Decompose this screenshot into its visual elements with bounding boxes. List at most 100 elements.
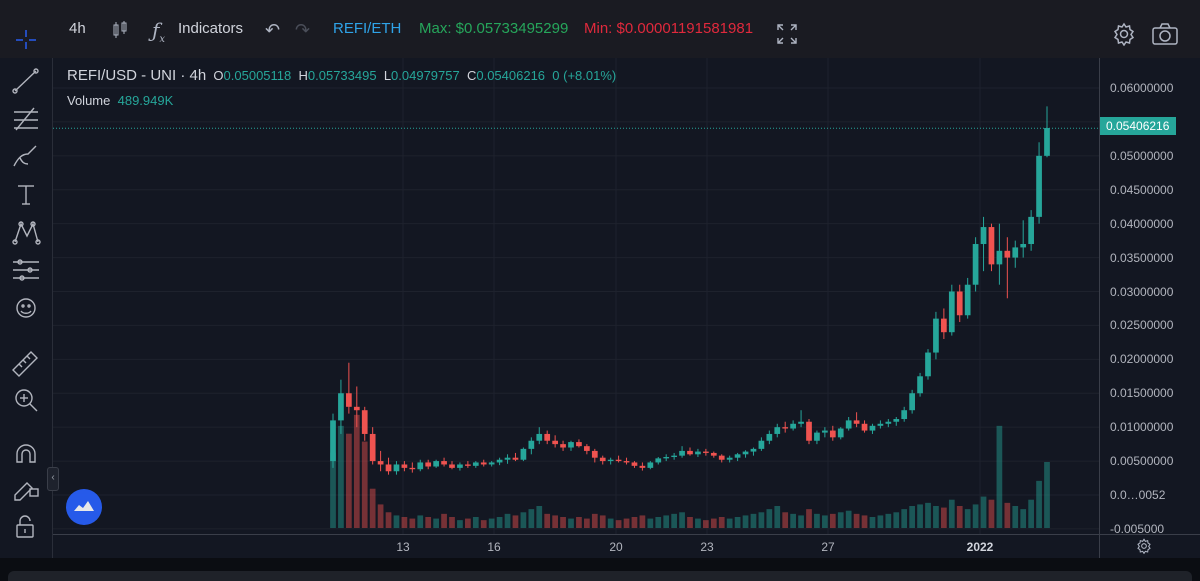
volume-bar bbox=[822, 515, 828, 528]
candle-body bbox=[457, 464, 463, 468]
candle-body bbox=[814, 432, 820, 441]
volume-bar bbox=[710, 518, 717, 528]
volume-bar bbox=[369, 488, 376, 528]
price-tick-label: -0.005000 bbox=[1110, 521, 1165, 536]
volume-bar bbox=[353, 414, 360, 528]
candle-body bbox=[750, 448, 757, 452]
legend-symbol: REFI/USD - UNI · 4h bbox=[67, 67, 207, 84]
candlestick-type-icon[interactable] bbox=[112, 20, 128, 45]
magnet-icon[interactable] bbox=[16, 444, 36, 463]
volume-bar bbox=[948, 499, 955, 528]
zoom-in-icon[interactable] bbox=[15, 389, 38, 412]
ohlc-legend: REFI/USD - UNI · 4h O0.05005118 H0.05733… bbox=[67, 67, 616, 84]
candle-body bbox=[822, 430, 828, 433]
volume-bar bbox=[933, 506, 939, 528]
candle-body bbox=[393, 464, 400, 472]
tradingview-logo[interactable] bbox=[66, 489, 102, 525]
ruler-icon[interactable] bbox=[12, 351, 38, 377]
volume-bar bbox=[663, 515, 670, 528]
interval-button[interactable]: 4h bbox=[69, 20, 86, 37]
volume-bar bbox=[1020, 509, 1027, 528]
candle-body bbox=[465, 464, 471, 466]
lock-drawing-icon[interactable] bbox=[14, 482, 39, 501]
bottom-panel bbox=[8, 571, 1192, 581]
fib-lines-icon[interactable] bbox=[14, 107, 38, 131]
volume-bar bbox=[465, 518, 471, 528]
volume-bar bbox=[861, 515, 868, 528]
undo-icon[interactable]: ↶ bbox=[265, 20, 281, 40]
volume-bar bbox=[512, 515, 519, 528]
price-tick-label: 0.0…0052 bbox=[1110, 488, 1166, 502]
candle-body bbox=[361, 410, 368, 434]
candle-body bbox=[330, 420, 336, 462]
indicators-button[interactable]: Indicators bbox=[178, 20, 244, 37]
volume-bar bbox=[441, 513, 447, 528]
volume-bar bbox=[655, 517, 662, 528]
price-axis[interactable]: 0.060000000.055000000.050000000.04500000… bbox=[1099, 58, 1200, 536]
crosshair-cursor-icon[interactable] bbox=[0, 0, 52, 58]
candle-body bbox=[695, 451, 701, 455]
volume-bar bbox=[980, 496, 987, 528]
volume-legend: Volume 489.949K bbox=[67, 93, 173, 108]
candle-body bbox=[338, 393, 344, 421]
candle-body bbox=[964, 284, 971, 316]
candle-body bbox=[639, 465, 646, 468]
time-tick-label: 16 bbox=[487, 540, 501, 554]
volume-bar bbox=[734, 517, 741, 528]
volume-bar bbox=[917, 504, 923, 528]
volume-bar bbox=[576, 517, 582, 528]
chart-settings-icon[interactable] bbox=[1136, 538, 1152, 559]
time-tick-label: 27 bbox=[821, 540, 835, 554]
volume-bar bbox=[679, 512, 685, 528]
candle-body bbox=[1036, 155, 1042, 217]
legend-close-value: 0.05406216 bbox=[476, 68, 546, 83]
candle-body bbox=[441, 461, 447, 465]
indicators-fx-icon[interactable]: ƒx bbox=[152, 18, 166, 45]
candle-body bbox=[893, 419, 900, 422]
candle-body bbox=[782, 427, 789, 429]
candle-body bbox=[766, 433, 773, 441]
pair-symbol[interactable]: REFI/ETH bbox=[333, 20, 402, 37]
candle-body bbox=[703, 451, 709, 453]
price-tick-label: 0.01000000 bbox=[1110, 420, 1174, 435]
camera-snapshot-icon[interactable] bbox=[1152, 23, 1178, 50]
unlock-icon[interactable] bbox=[16, 515, 34, 538]
pattern-icon[interactable] bbox=[12, 221, 41, 245]
candle-body bbox=[909, 393, 915, 411]
fullscreen-icon[interactable] bbox=[777, 24, 797, 49]
volume-bar bbox=[472, 517, 479, 528]
legend-low-label: L bbox=[383, 68, 392, 83]
volume-bar bbox=[964, 509, 971, 528]
volume-bar bbox=[560, 517, 566, 528]
top-toolbar: 4h ƒx Indicators ↶ ↷ REFI/ETH Max: $0.05… bbox=[0, 0, 1200, 59]
candle-body bbox=[528, 440, 535, 449]
candle-body bbox=[790, 423, 796, 429]
volume-bar bbox=[607, 518, 614, 528]
chart-pane[interactable] bbox=[53, 58, 1099, 534]
trend-line-icon[interactable] bbox=[12, 68, 39, 94]
volume-bar bbox=[330, 452, 336, 528]
brush-icon[interactable] bbox=[13, 145, 37, 167]
volume-bar bbox=[552, 515, 558, 528]
volume-bar bbox=[956, 506, 963, 528]
volume-bar bbox=[758, 512, 765, 528]
redo-icon[interactable]: ↷ bbox=[295, 20, 311, 40]
volume-bar bbox=[1012, 506, 1019, 528]
settings-gear-icon[interactable] bbox=[1112, 22, 1136, 51]
volume-bar bbox=[750, 513, 757, 528]
volume-bar bbox=[591, 513, 598, 528]
volume-bar bbox=[599, 515, 606, 528]
candle-body bbox=[1028, 216, 1034, 245]
candle-body bbox=[647, 462, 654, 468]
emoji-icon[interactable] bbox=[16, 298, 36, 318]
collapse-toolbar-button[interactable]: ‹ bbox=[47, 467, 59, 491]
measure-lines-icon[interactable] bbox=[13, 259, 39, 281]
candlestick-chart[interactable] bbox=[53, 58, 1099, 534]
text-tool-icon[interactable] bbox=[18, 185, 34, 205]
candle-body bbox=[996, 250, 1003, 265]
time-axis[interactable]: 13 16 20 23 27 2022 bbox=[53, 534, 1099, 559]
candle-body bbox=[655, 458, 662, 463]
price-tick-label: 0.00500000 bbox=[1110, 454, 1174, 469]
candle-body bbox=[710, 452, 717, 456]
volume-bar bbox=[1044, 462, 1050, 528]
